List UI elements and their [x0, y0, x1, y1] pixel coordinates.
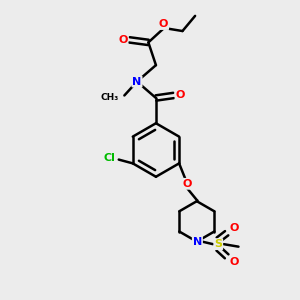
Text: O: O [159, 19, 168, 29]
Text: Cl: Cl [104, 153, 116, 163]
Text: N: N [132, 76, 142, 87]
Text: O: O [230, 223, 239, 233]
Text: S: S [214, 239, 222, 249]
Text: O: O [176, 91, 185, 100]
Text: O: O [230, 257, 239, 267]
Text: O: O [183, 179, 192, 189]
Text: O: O [118, 35, 128, 45]
Text: N: N [193, 237, 202, 247]
Text: CH₃: CH₃ [101, 93, 119, 102]
